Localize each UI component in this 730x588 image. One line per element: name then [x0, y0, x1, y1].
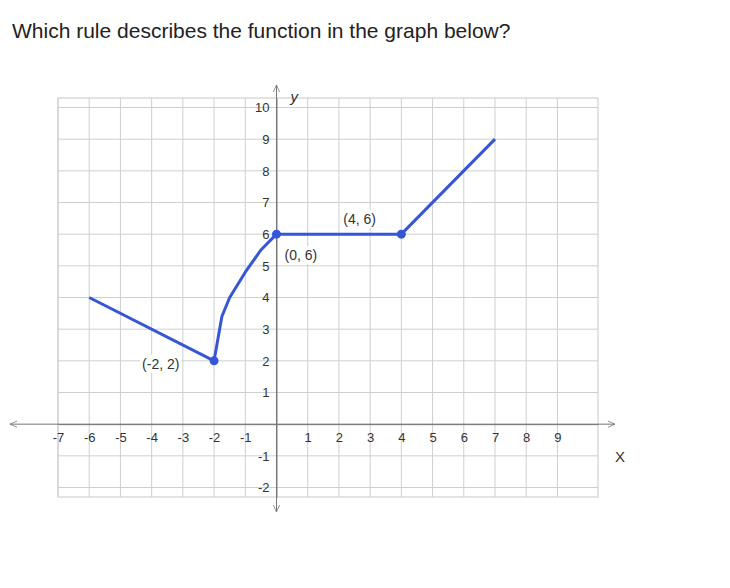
annotation: (0, 6): [282, 246, 319, 264]
x-tick-label: 8: [523, 430, 530, 445]
chart: Which rule describes the function in the…: [0, 0, 730, 588]
grid-line: [58, 170, 598, 171]
x-tick: 9: [554, 424, 561, 445]
x-tick-label: 7: [492, 430, 499, 445]
y-tick-label: 5: [262, 258, 269, 273]
annotation-background: [140, 355, 181, 373]
annotation: (4, 6): [341, 210, 378, 228]
y-tick-label: 7: [262, 195, 269, 210]
grid-line: [58, 455, 598, 456]
x-tick: 5: [429, 424, 436, 445]
y-tick: -2: [258, 480, 277, 495]
grid-line: [58, 329, 598, 330]
y-tick-label: -1: [258, 448, 270, 463]
y-tick: -1: [258, 448, 277, 463]
grid-line: [58, 392, 598, 393]
y-tick: 10: [255, 100, 276, 115]
x-tick-label: -6: [84, 430, 96, 445]
y-axis-arrow: [276, 85, 277, 512]
y-tick: 3: [262, 322, 276, 337]
x-axis-title: X: [615, 448, 625, 465]
x-tick: 3: [367, 424, 374, 445]
y-tick: 8: [262, 163, 276, 178]
x-tick-label: 2: [336, 430, 343, 445]
y-tick-label: 1: [262, 385, 269, 400]
x-axis-arrow: [10, 424, 615, 425]
grid-line: [58, 487, 598, 488]
x-tick: 6: [461, 424, 468, 445]
y-tick-label: 8: [262, 163, 269, 178]
grid: [58, 98, 598, 497]
point: [397, 230, 406, 239]
x-tick: -1: [240, 424, 252, 445]
grid-line: [58, 139, 598, 140]
x-tick-label: -7: [53, 430, 65, 445]
x-tick-label: -3: [178, 430, 190, 445]
x-tick-label: -5: [115, 430, 127, 445]
x-tick-label: 5: [429, 430, 436, 445]
annotation-background: [341, 210, 378, 228]
x-tick-label: 4: [398, 430, 405, 445]
y-axis-title: y: [289, 88, 299, 105]
x-axis: -7 -6 -5 -4 -3 -2 -1 1 2 3 4 5 6 7 8 9: [53, 424, 599, 445]
x-tick: -3: [178, 424, 190, 445]
x-tick: 1: [305, 424, 312, 445]
y-tick-label: 2: [262, 353, 269, 368]
y-tick-label: 10: [255, 100, 269, 115]
annotation: (-2, 2): [140, 355, 181, 373]
y-tick: 1: [262, 385, 276, 400]
grid-line: [58, 297, 598, 298]
x-tick-label: -4: [146, 430, 158, 445]
function-line: [89, 139, 495, 361]
x-tick: 4: [398, 424, 405, 445]
y-tick: 4: [262, 290, 276, 305]
marks: [89, 139, 495, 365]
point: [272, 230, 281, 239]
x-tick-label: -1: [240, 430, 252, 445]
point: [210, 356, 219, 365]
annotation-label: (0, 6): [284, 247, 317, 263]
y-tick: 9: [262, 132, 276, 147]
annotation-label: (-2, 2): [142, 356, 179, 372]
x-tick-label: 6: [461, 430, 468, 445]
grid-line: [58, 107, 598, 108]
annotation-label: (4, 6): [343, 211, 376, 227]
y-tick-label: 9: [262, 132, 269, 147]
x-tick-label: 3: [367, 430, 374, 445]
y-axis-line: [276, 99, 277, 498]
x-tick: -7: [53, 424, 65, 445]
x-tick: -4: [146, 424, 158, 445]
x-tick-label: -2: [209, 430, 221, 445]
x-tick: 7: [492, 424, 499, 445]
x-tick: 8: [523, 424, 530, 445]
x-tick-label: 9: [554, 430, 561, 445]
y-tick: 2: [262, 353, 276, 368]
y-tick-label: -2: [258, 480, 270, 495]
y-tick: 7: [262, 195, 276, 210]
grid-line: [58, 202, 598, 203]
x-tick: -2: [209, 424, 221, 445]
x-tick-label: 1: [305, 430, 312, 445]
y-tick: 5: [262, 258, 276, 273]
x-tick: 2: [336, 424, 343, 445]
y-tick-label: 4: [262, 290, 269, 305]
x-tick: -5: [115, 424, 127, 445]
x-axis-line: [59, 424, 599, 425]
y-tick-label: 3: [262, 322, 269, 337]
plot-frame: [58, 98, 598, 497]
title: Which rule describes the function in the…: [12, 19, 510, 42]
grid-line: [58, 265, 598, 266]
x-tick: -6: [84, 424, 96, 445]
y-axis: -2 -1 1 2 3 4 5 6 7 8 9 10: [255, 99, 277, 498]
annotation-background: [282, 246, 319, 264]
y-tick-label: 6: [262, 227, 269, 242]
grid-line: [58, 360, 598, 361]
